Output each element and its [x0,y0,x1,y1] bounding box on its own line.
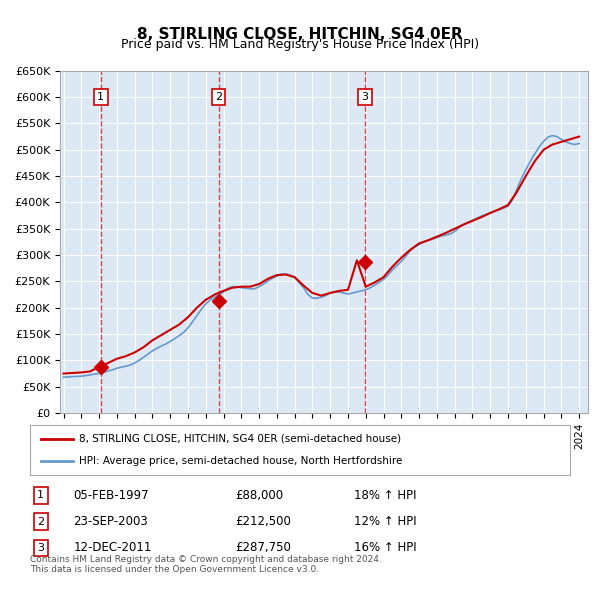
Text: 18% ↑ HPI: 18% ↑ HPI [354,489,416,502]
Text: This data is licensed under the Open Government Licence v3.0.: This data is licensed under the Open Gov… [30,565,319,574]
Text: Contains HM Land Registry data © Crown copyright and database right 2024.: Contains HM Land Registry data © Crown c… [30,555,382,563]
Text: £212,500: £212,500 [235,515,291,528]
Text: 1: 1 [97,92,104,102]
Text: 2: 2 [37,517,44,527]
Text: 12-DEC-2011: 12-DEC-2011 [73,542,152,555]
Text: Price paid vs. HM Land Registry's House Price Index (HPI): Price paid vs. HM Land Registry's House … [121,38,479,51]
Text: 8, STIRLING CLOSE, HITCHIN, SG4 0ER: 8, STIRLING CLOSE, HITCHIN, SG4 0ER [137,27,463,41]
Text: 3: 3 [37,543,44,553]
Text: 05-FEB-1997: 05-FEB-1997 [73,489,149,502]
Text: HPI: Average price, semi-detached house, North Hertfordshire: HPI: Average price, semi-detached house,… [79,456,402,466]
Text: 1: 1 [37,490,44,500]
Text: 23-SEP-2003: 23-SEP-2003 [73,515,148,528]
Text: £88,000: £88,000 [235,489,283,502]
Text: 16% ↑ HPI: 16% ↑ HPI [354,542,416,555]
Text: £287,750: £287,750 [235,542,291,555]
Text: 3: 3 [361,92,368,102]
Text: 2: 2 [215,92,222,102]
Text: 8, STIRLING CLOSE, HITCHIN, SG4 0ER (semi-detached house): 8, STIRLING CLOSE, HITCHIN, SG4 0ER (sem… [79,434,401,444]
Text: 12% ↑ HPI: 12% ↑ HPI [354,515,416,528]
